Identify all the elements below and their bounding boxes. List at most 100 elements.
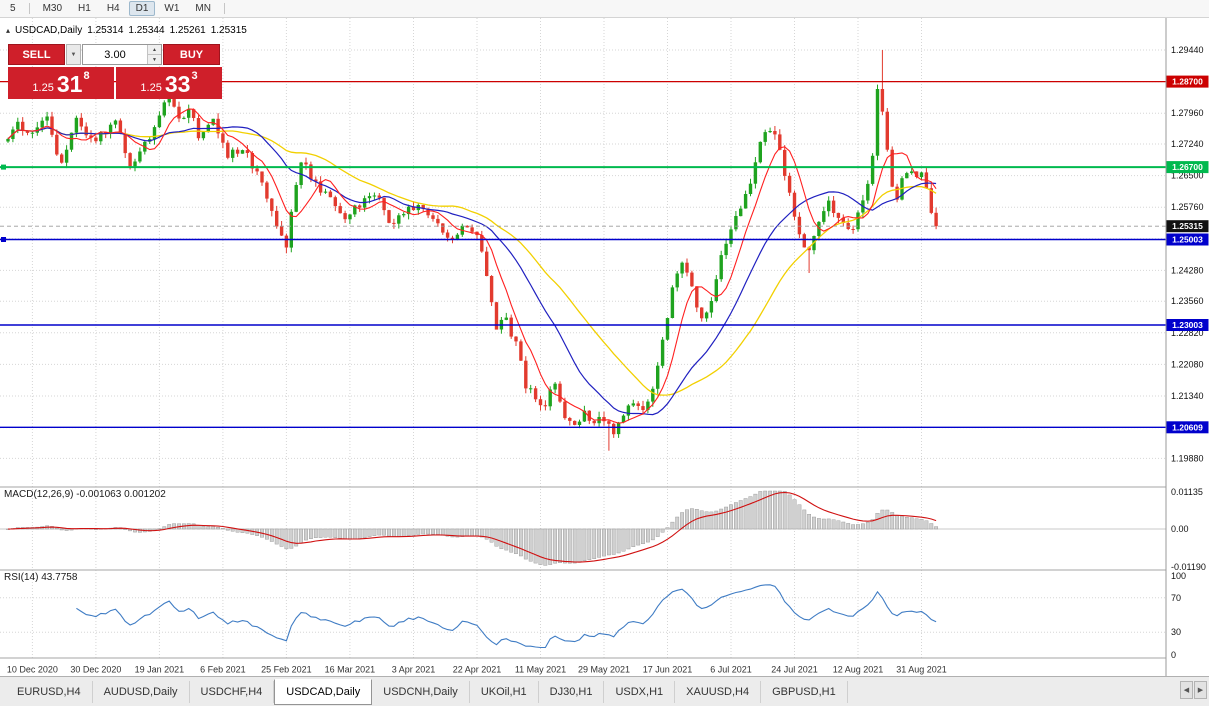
timeframe-button-5[interactable]: 5 bbox=[10, 3, 16, 14]
level-lines bbox=[0, 80, 1166, 428]
price-axis[interactable]: 1.29440 1.28700 1.27960 1.27240 1.26500 1.257… bbox=[1165, 18, 1209, 676]
tab-scroll-right-button[interactable]: ▶ bbox=[1194, 681, 1207, 699]
date-label: 17 Jun 2021 bbox=[643, 665, 693, 675]
arrow-right-icon: ▶ bbox=[1197, 687, 1204, 694]
volume-input[interactable] bbox=[83, 45, 147, 64]
buy-price-frac: 3 bbox=[191, 70, 198, 82]
ohlc-low: 1.25261 bbox=[169, 25, 206, 36]
timeframe-button-w1[interactable]: W1 bbox=[164, 3, 180, 14]
sell-price-pips: 31 bbox=[56, 71, 83, 98]
trade-options-dropdown[interactable]: ▼ bbox=[66, 44, 81, 65]
rsi-tick-label: 100 bbox=[1171, 571, 1186, 581]
date-label: 16 Mar 2021 bbox=[325, 665, 376, 675]
toolbar-separator bbox=[223, 3, 225, 14]
date-label: 12 Aug 2021 bbox=[833, 665, 884, 675]
price-tick-label: 1.25760 bbox=[1171, 202, 1204, 212]
date-label: 31 Aug 2021 bbox=[896, 665, 947, 675]
rsi-tick-label: 70 bbox=[1171, 593, 1181, 603]
sell-price-display[interactable]: 1.25 31 8 bbox=[8, 67, 114, 99]
spin-down-icon[interactable]: ▼ bbox=[148, 55, 161, 64]
chart-tab-bar: EURUSD,H4 AUDUSD,Daily USDCHF,H4 USDCAD,Dai… bbox=[0, 676, 1209, 706]
svg-text:1.20609: 1.20609 bbox=[1172, 422, 1203, 432]
sell-price-frac: 8 bbox=[83, 70, 90, 82]
chart-tab-usdx-h1[interactable]: USDX,H1 bbox=[604, 680, 676, 703]
chart-tab-ukoil-h1[interactable]: UKOil,H1 bbox=[470, 680, 539, 703]
macd-indicator-label: MACD(12,26,9) -0.001063 0.001202 bbox=[4, 489, 166, 500]
line-handle[interactable] bbox=[1, 237, 6, 242]
svg-text:1.23003: 1.23003 bbox=[1172, 320, 1203, 330]
volume-field: ▲ ▼ bbox=[82, 44, 162, 65]
date-label: 24 Jul 2021 bbox=[771, 665, 818, 675]
chart-tab-usdcnh-daily[interactable]: USDCNH,Daily bbox=[372, 680, 470, 703]
buy-price-base: 1.25 bbox=[140, 81, 162, 94]
current-price-badge: 1.25315 bbox=[1166, 220, 1209, 233]
chart-title: ▴ USDCAD,Daily 1.25314 1.25344 1.25261 1… bbox=[6, 25, 247, 36]
timeframe-button-d1[interactable]: D1 bbox=[128, 1, 156, 16]
level-price-badge: 1.25003 bbox=[1166, 233, 1209, 246]
tab-scroll-left-button[interactable]: ◀ bbox=[1180, 681, 1193, 699]
symbol-label: USDCAD,Daily bbox=[15, 25, 83, 36]
sell-button[interactable]: SELL bbox=[8, 44, 65, 65]
chart-tab-gbpusd-h1[interactable]: GBPUSD,H1 bbox=[761, 680, 848, 703]
rsi-panel bbox=[76, 584, 937, 649]
price-tick-label: 1.19880 bbox=[1171, 453, 1204, 463]
timeframe-toolbar: 5 M30 H1 H4 D1 W1 MN bbox=[0, 0, 1209, 18]
macd-tick-label: 0.01135 bbox=[1171, 487, 1203, 497]
arrow-left-icon: ◀ bbox=[1183, 687, 1190, 694]
svg-text:1.26700: 1.26700 bbox=[1172, 162, 1203, 172]
one-click-trading-panel: SELL ▼ ▲ ▼ BUY 1.25 31 8 1.25 33 3 bbox=[8, 44, 222, 99]
chart-tab-usdcad-daily[interactable]: USDCAD,Daily bbox=[274, 678, 373, 705]
timeframe-button-mn[interactable]: MN bbox=[195, 3, 211, 14]
level-price-badge: 1.28700 bbox=[1166, 75, 1209, 88]
timeframe-button-h1[interactable]: H1 bbox=[78, 3, 91, 14]
rsi-line bbox=[76, 584, 937, 649]
date-label: 3 Apr 2021 bbox=[392, 665, 436, 675]
buy-button[interactable]: BUY bbox=[163, 44, 220, 65]
spin-up-icon[interactable]: ▲ bbox=[148, 45, 161, 55]
svg-text:1.28700: 1.28700 bbox=[1172, 77, 1203, 87]
date-label: 10 Dec 2020 bbox=[7, 665, 58, 675]
level-price-badge: 1.26700 bbox=[1166, 161, 1209, 174]
chart-tab-eurusd-h4[interactable]: EURUSD,H4 bbox=[6, 680, 93, 703]
date-axis[interactable]: 10 Dec 2020 30 Dec 2020 19 Jan 2021 6 Feb 2… bbox=[7, 665, 947, 675]
macd-panel bbox=[0, 490, 1166, 566]
buy-price-display[interactable]: 1.25 33 3 bbox=[116, 67, 222, 99]
chart-tab-usdchf-h4[interactable]: USDCHF,H4 bbox=[190, 680, 275, 703]
date-label: 22 Apr 2021 bbox=[453, 665, 502, 675]
date-label: 25 Feb 2021 bbox=[261, 665, 312, 675]
timeframe-button-h4[interactable]: H4 bbox=[106, 3, 120, 14]
svg-text:1.25003: 1.25003 bbox=[1172, 235, 1203, 245]
svg-text:1.25315: 1.25315 bbox=[1172, 221, 1203, 231]
chart-tab-xauusd-h4[interactable]: XAUUSD,H4 bbox=[675, 680, 762, 703]
chart-tab-audusd-daily[interactable]: AUDUSD,Daily bbox=[93, 680, 190, 703]
sell-price-base: 1.25 bbox=[32, 81, 54, 94]
chart-tab-dj30-h1[interactable]: DJ30,H1 bbox=[539, 680, 605, 703]
timeframe-button-m30[interactable]: M30 bbox=[42, 3, 63, 14]
volume-spinner: ▲ ▼ bbox=[147, 45, 161, 64]
date-label: 11 May 2021 bbox=[515, 665, 566, 675]
chevron-down-icon: ▼ bbox=[70, 51, 77, 58]
tab-scroll-buttons: ◀ ▶ bbox=[1180, 681, 1207, 699]
date-label: 29 May 2021 bbox=[578, 665, 630, 675]
level-price-badge: 1.23003 bbox=[1166, 319, 1209, 331]
macd-tick-label: -0.01190 bbox=[1171, 562, 1206, 572]
ohlc-close: 1.25315 bbox=[210, 25, 247, 36]
rsi-tick-label: 30 bbox=[1171, 627, 1181, 637]
date-label: 30 Dec 2020 bbox=[70, 665, 121, 675]
macd-histogram bbox=[6, 490, 939, 566]
ma-fast-line bbox=[7, 108, 937, 424]
price-tick-label: 1.22080 bbox=[1171, 359, 1204, 369]
toolbar-separator bbox=[28, 3, 30, 14]
candlestick-series bbox=[6, 50, 938, 451]
price-tick-label: 1.29440 bbox=[1171, 45, 1204, 55]
collapse-panel-icon[interactable]: ▴ bbox=[6, 26, 11, 35]
line-handle[interactable] bbox=[1, 164, 6, 170]
ohlc-open: 1.25314 bbox=[87, 25, 124, 36]
price-tick-label: 1.23560 bbox=[1171, 296, 1204, 306]
ma-mid-line bbox=[7, 126, 937, 416]
date-label: 6 Jul 2021 bbox=[710, 665, 752, 675]
level-price-badge: 1.20609 bbox=[1166, 421, 1209, 434]
price-tick-label: 1.24280 bbox=[1171, 265, 1204, 275]
rsi-tick-label: 0 bbox=[1171, 650, 1176, 660]
